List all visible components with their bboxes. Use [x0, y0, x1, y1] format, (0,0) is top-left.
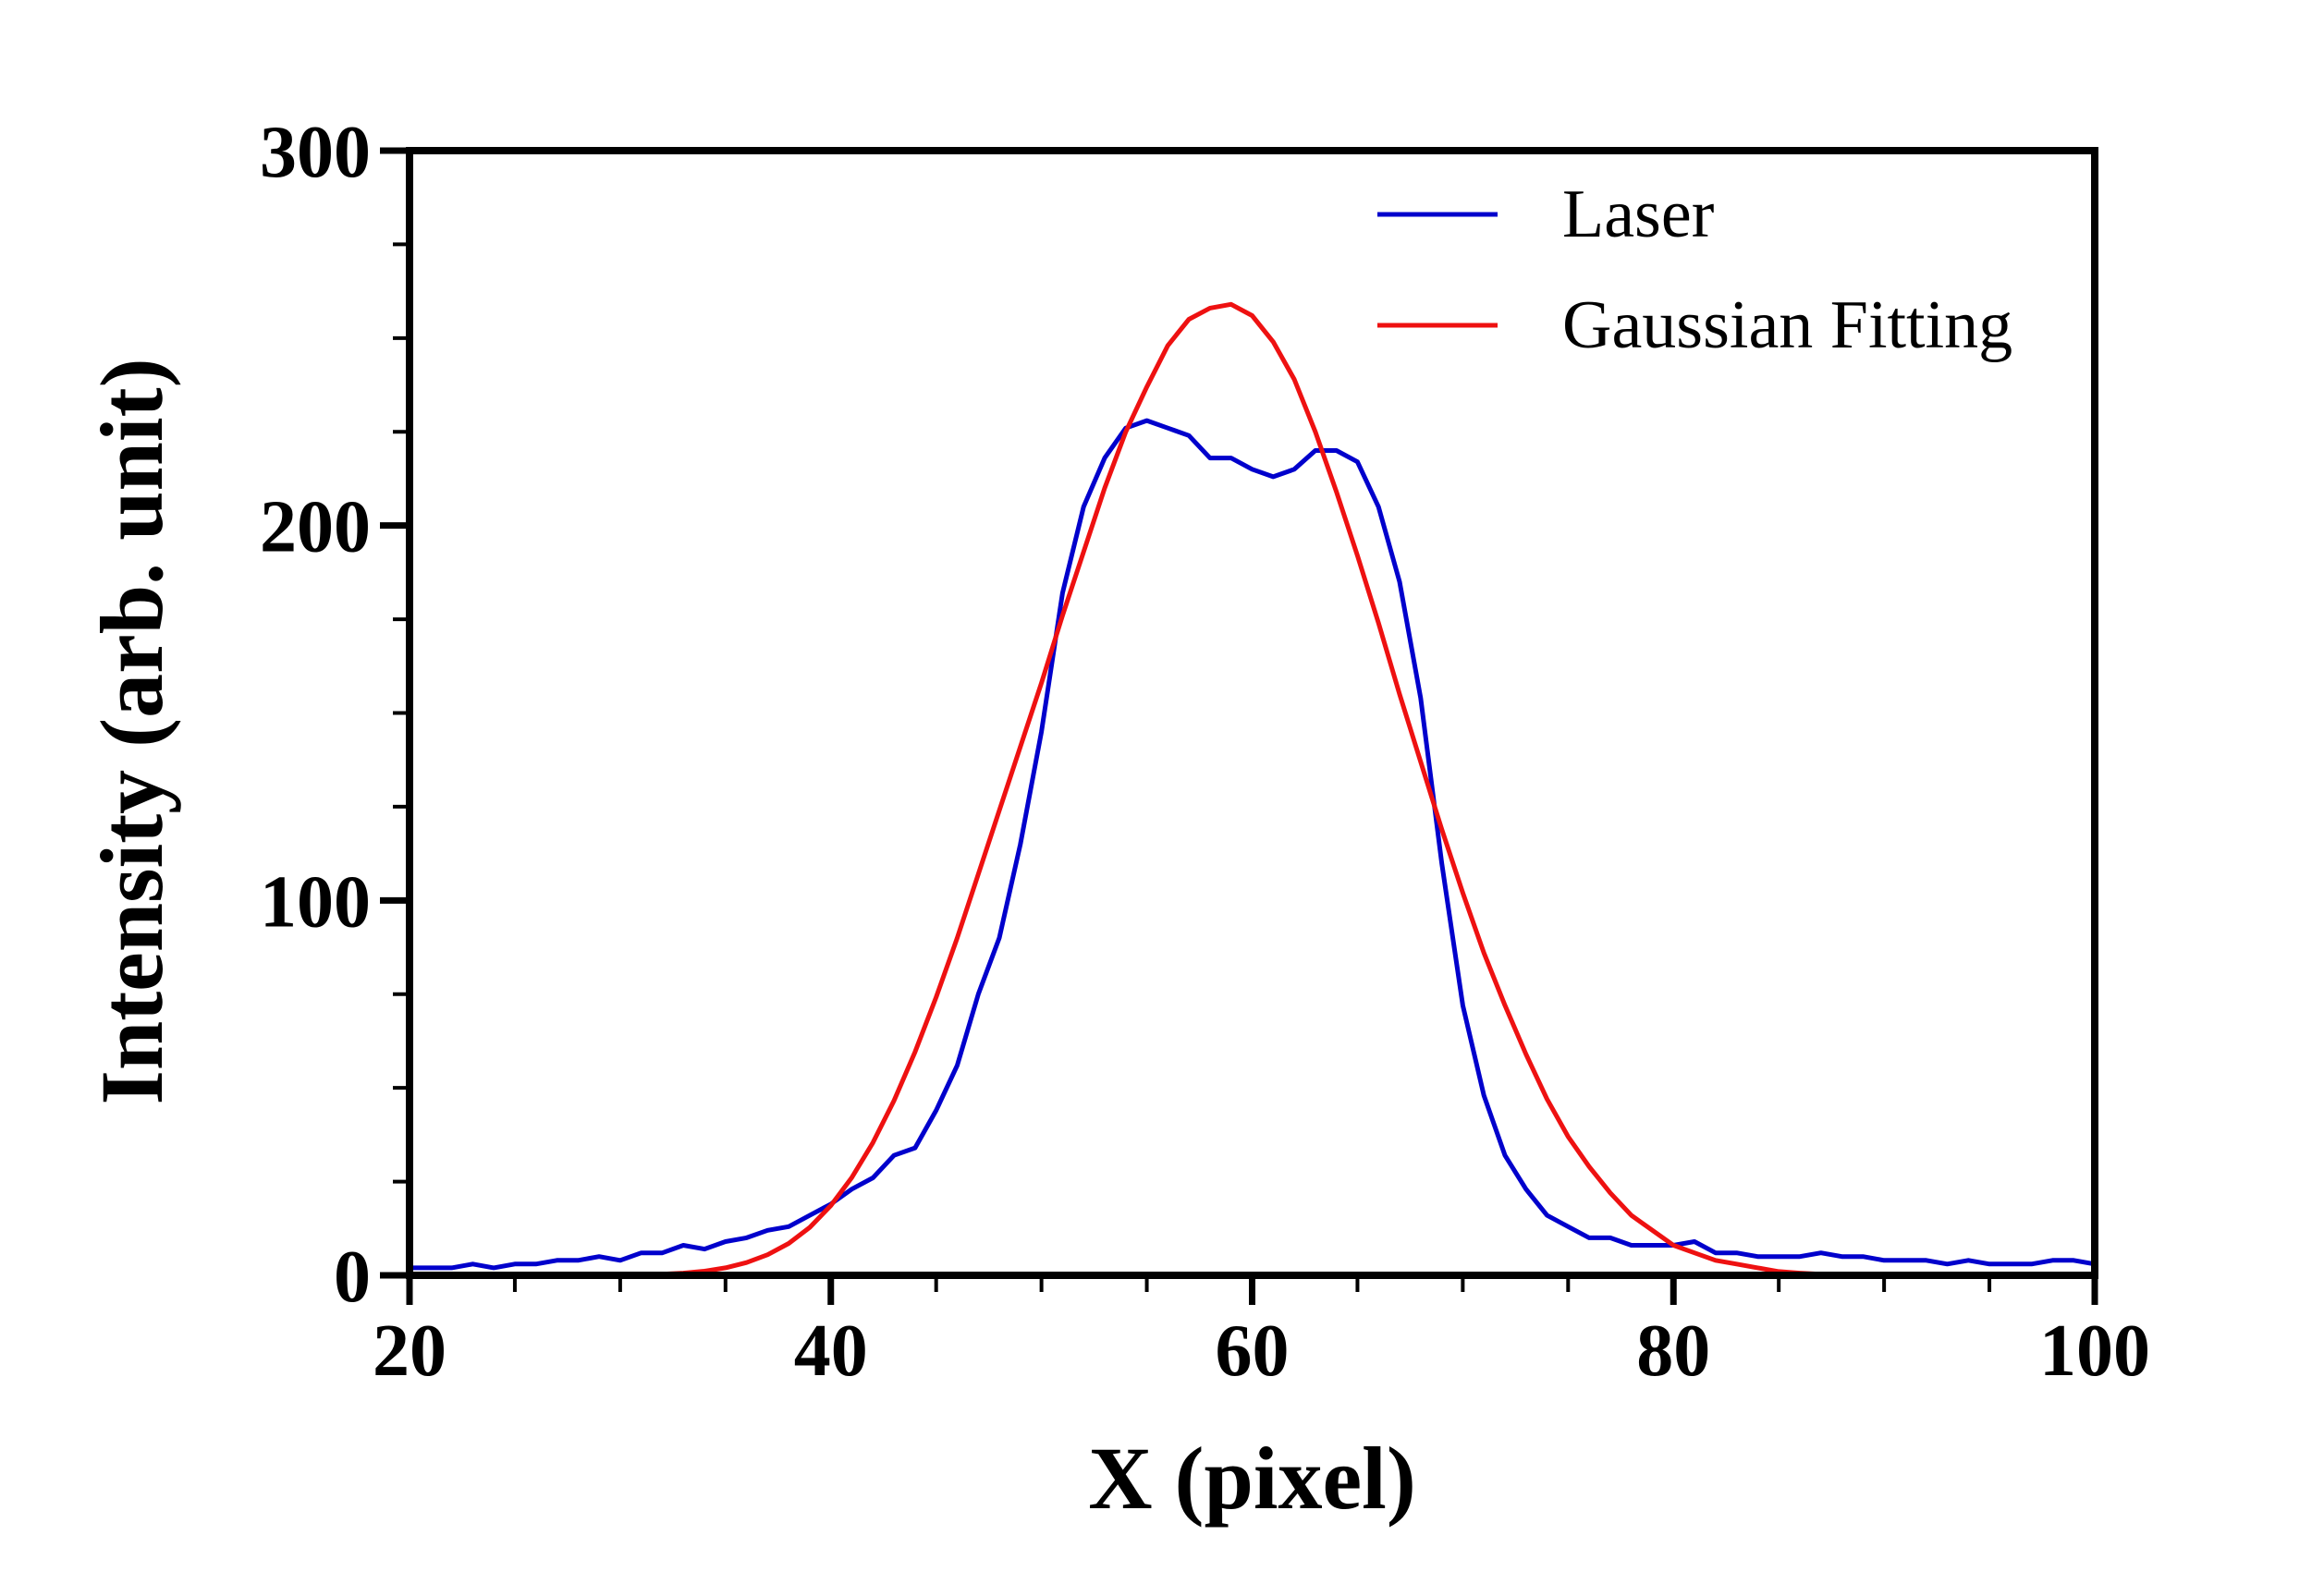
- y-tick-label: 100: [260, 861, 371, 943]
- tick-layer: 20 40 60 80 100 0 100 200 300: [260, 112, 2150, 1392]
- x-tick-label: 20: [373, 1310, 446, 1392]
- x-tick-label: 80: [1636, 1310, 1710, 1392]
- series-line-gaussian-fitting: [407, 301, 2098, 1278]
- y-tick-label: 300: [260, 112, 371, 193]
- legend-label: Gaussian Fitting: [1562, 287, 2012, 363]
- series-layer: [407, 301, 2098, 1278]
- x-tick-label: 40: [794, 1310, 868, 1392]
- series-line-laser: [407, 418, 2098, 1271]
- y-tick-label: 0: [334, 1237, 371, 1318]
- legend: Laser Gaussian Fitting: [1377, 177, 2012, 363]
- x-tick-label: 100: [2039, 1310, 2150, 1392]
- y-tick-label: 200: [260, 487, 371, 568]
- y-axis-title: Intensity (arb. unit): [82, 358, 181, 1104]
- legend-label: Laser: [1562, 177, 1714, 252]
- x-axis-title: X (pixel): [1088, 1429, 1416, 1528]
- x-tick-label: 60: [1216, 1310, 1290, 1392]
